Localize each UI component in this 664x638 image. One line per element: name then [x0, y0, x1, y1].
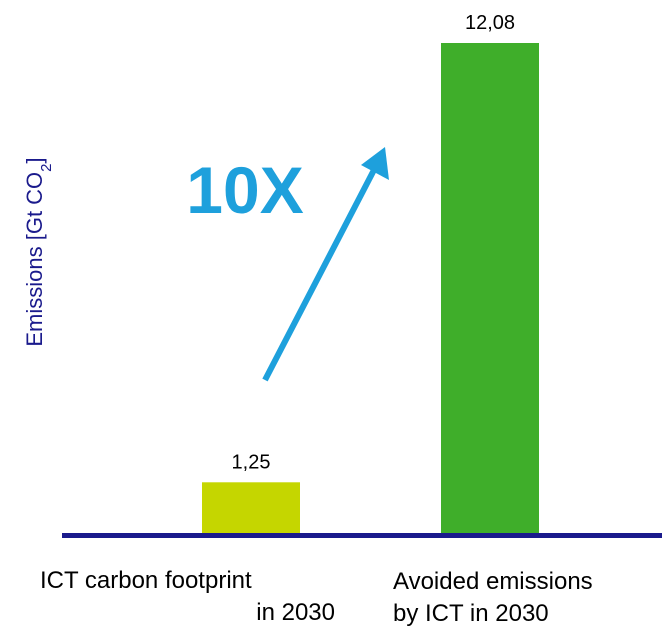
y-axis-label: Emissions [Gt CO2] [22, 157, 55, 346]
data-label: 12,08 [465, 12, 515, 34]
arrow-icon [262, 147, 389, 382]
bar [202, 482, 300, 533]
category-label-line: ICT carbon footprint [40, 567, 252, 594]
bars [202, 43, 539, 533]
y-axis-label-close: ] [22, 157, 47, 163]
data-label: 1,25 [232, 451, 271, 473]
category-label-line: in 2030 [256, 599, 335, 626]
bar [441, 43, 539, 533]
y-axis-label-main: Emissions [Gt CO [22, 172, 47, 347]
category-label-avoided-emissions: Avoided emissions by ICT in 2030 [393, 566, 661, 630]
category-label-line: by ICT in 2030 [393, 600, 549, 627]
ratio-annotation: 10X [186, 153, 303, 227]
value-labels: 1,25 12,08 [232, 12, 516, 473]
category-label-line: Avoided emissions [393, 568, 593, 595]
y-axis-label-subscript: 2 [38, 163, 55, 171]
category-label-ict-footprint: ICT carbon footprint in 2030 [40, 565, 335, 629]
